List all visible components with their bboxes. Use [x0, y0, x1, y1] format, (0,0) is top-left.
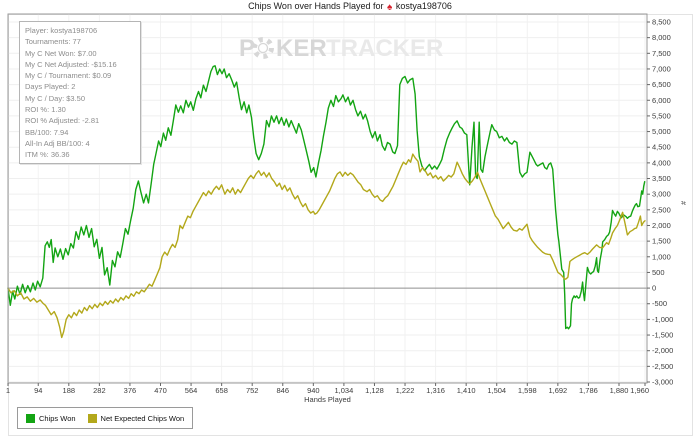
plot-border [7, 13, 648, 384]
y-tick-label: 8,500 [652, 18, 671, 27]
chips-won-label: Chips Won [39, 413, 76, 423]
chips-won-line [7, 65, 646, 330]
pokertracker-watermark: P [239, 35, 255, 62]
chart-title: Chips Won over Hands Played for ♠ kostya… [0, 1, 700, 13]
stat-tournaments: Tournaments: 77 [25, 37, 81, 47]
stat-net-adjusted: My C Net Adjusted: -$15.16 [25, 59, 117, 69]
x-tick-label: 1,786 [579, 386, 598, 395]
x-tick-label: 1,410 [457, 386, 476, 395]
y-tick-label: 2,000 [652, 221, 671, 230]
y-tick-label: 2,500 [652, 205, 671, 214]
y-tick-label: -1,000 [652, 315, 673, 324]
x-tick-label: 188 [63, 386, 76, 395]
y-tick-label: 5,500 [652, 111, 671, 120]
pokerstars-spade-icon: ♠ [387, 2, 393, 13]
stat-bb100: BB/100: 7.94 [25, 127, 69, 137]
x-tick-label: 940 [307, 386, 320, 395]
y-tick-label: -1,500 [652, 331, 673, 340]
net-expected-chips-won-line [7, 153, 646, 339]
x-tick-label: 1 [6, 386, 10, 395]
net-expected-swatch [87, 413, 97, 423]
y-tick-label: 3,000 [652, 190, 671, 199]
stat-per-tournament: My C / Tournament: $0.09 [25, 71, 112, 81]
legend-item-chips-won[interactable]: Chips Won [26, 413, 76, 423]
chart-legend: Chips Won Net Expected Chips Won [17, 407, 194, 429]
x-tick-label: 1,316 [426, 386, 445, 395]
legend-item-net-expected[interactable]: Net Expected Chips Won [87, 413, 185, 423]
net-expected-label: Net Expected Chips Won [100, 413, 185, 423]
x-tick-label: 1,598 [518, 386, 537, 395]
x-tick-label: 470 [154, 386, 167, 395]
x-tick-label: 658 [215, 386, 228, 395]
stat-per-day: My C / Day: $3.50 [25, 93, 86, 103]
y-tick-label: 1,500 [652, 237, 671, 246]
stat-days-played: Days Played: 2 [25, 82, 76, 92]
y-tick-label: 7,000 [652, 64, 671, 73]
x-tick-label: 282 [93, 386, 106, 395]
y-tick-label: -500 [652, 299, 667, 308]
stat-net-won: My C Net Won: $7.00 [25, 48, 97, 58]
y-tick-label: 4,500 [652, 143, 671, 152]
y-axis-title: # [679, 201, 686, 205]
x-tick-label: 1,960 [630, 386, 649, 395]
x-tick-label: 1,034 [335, 386, 354, 395]
y-tick-label: 3,500 [652, 174, 671, 183]
y-tick-label: 6,500 [652, 80, 671, 89]
x-tick-label: 1,222 [396, 386, 415, 395]
x-tick-label: 1,880 [610, 386, 629, 395]
stat-roi-adjusted: ROI % Adjusted: -2.81 [25, 116, 100, 126]
stat-player: Player: kostya198706 [25, 26, 98, 35]
x-tick-label: 1,504 [487, 386, 506, 395]
y-tick-label: 0 [652, 284, 656, 293]
pokertracker-watermark-tracker: TRACKER [326, 35, 443, 62]
stat-roi: ROI %: 1.30 [25, 105, 66, 115]
stat-itm: ITM %: 36.36 [25, 150, 70, 160]
stats-info-box: Player: kostya198706 Tournaments: 77 My … [19, 21, 141, 164]
y-tick-label: 4,000 [652, 158, 671, 167]
y-tick-label: -2,000 [652, 346, 673, 355]
watermark-chip-icon-inner [257, 42, 269, 54]
x-tick-label: 1,692 [548, 386, 567, 395]
x-tick-label: 376 [124, 386, 137, 395]
chart-title-player: kostya198706 [395, 1, 452, 11]
watermark-chip-icon [252, 37, 274, 59]
chart-title-text: Chips Won over Hands Played for [248, 1, 384, 11]
pokertracker-watermark-ker: KER [276, 35, 327, 62]
y-tick-label: 500 [652, 268, 665, 277]
y-tick-label: 5,000 [652, 127, 671, 136]
y-tick-label: 6,000 [652, 96, 671, 105]
stat-allin-adj-bb100: All-In Adj BB/100: 4 [25, 138, 90, 148]
y-tick-label: 8,000 [652, 33, 671, 42]
y-tick-label: -2,500 [652, 362, 673, 371]
x-tick-label: 752 [246, 386, 259, 395]
y-tick-label: 1,000 [652, 252, 671, 261]
x-axis-title: Hands Played [304, 395, 351, 404]
x-tick-label: 564 [185, 386, 198, 395]
chips-won-swatch [26, 413, 35, 423]
x-tick-label: 1,128 [365, 386, 384, 395]
x-tick-label: 846 [277, 386, 290, 395]
y-tick-label: -3,000 [652, 378, 673, 387]
y-tick-label: 7,500 [652, 49, 671, 58]
x-tick-label: 94 [34, 386, 42, 395]
